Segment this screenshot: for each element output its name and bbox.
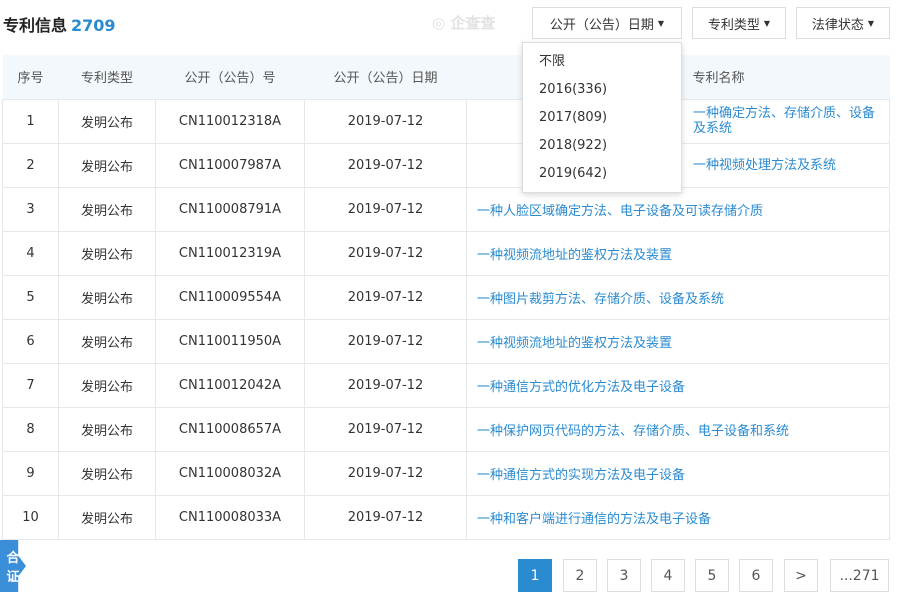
caret-down-icon: ▼ <box>763 18 771 28</box>
table-cell: 发明公布 <box>58 450 156 496</box>
table-row: 10 发明公布 CN110008033A 2019-07-12 一种和客户端进行通信的方… <box>2 494 890 540</box>
table-cell: 发明公布 <box>58 142 156 188</box>
table-row: 4 发明公布 CN110012319A 2019-07-12 一种视频流地址的鉴权方法及… <box>2 230 890 276</box>
page-title: 专利信息 2709 <box>3 16 116 35</box>
patent-name-link[interactable]: 一种和客户端进行通信的方法及电子设备 <box>466 494 890 540</box>
table-row: 9 发明公布 CN110008032A 2019-07-12 一种通信方式的实现方法及电… <box>2 450 890 496</box>
table-cell: CN110012319A <box>155 230 305 276</box>
table-cell: 2019-07-12 <box>304 450 467 496</box>
table-row: 6 发明公布 CN110011950A 2019-07-12 一种视频流地址的鉴权方法及… <box>2 318 890 364</box>
date-dropdown-menu: 不限 2016(336) 2017(809) 2018(922) 2019(642) <box>522 42 682 193</box>
table-row: 8 发明公布 CN110008657A 2019-07-12 一种保护网页代码的方法、存… <box>2 406 890 452</box>
table-cell: CN110012318A <box>155 98 305 144</box>
table-cell: 发明公布 <box>58 362 156 408</box>
page-button[interactable]: 4 <box>651 559 685 592</box>
table-cell: 9 <box>2 450 59 496</box>
table-cell: 2019-07-12 <box>304 362 467 408</box>
table-cell: 发明公布 <box>58 186 156 232</box>
filter-type-button[interactable]: 专利类型 ▼ <box>692 7 786 39</box>
patent-name-link[interactable]: 一种保护网页代码的方法、存储介质、电子设备和系统 <box>466 406 890 452</box>
page-button[interactable]: ...271 <box>830 559 889 592</box>
table-cell: CN110008033A <box>155 494 305 540</box>
page-button[interactable]: 2 <box>563 559 597 592</box>
table-cell: 7 <box>2 362 59 408</box>
table-cell: 2019-07-12 <box>304 98 467 144</box>
patent-name-link[interactable]: 一种图片裁剪方法、存储介质、设备及系统 <box>466 274 890 320</box>
table-cell: 2019-07-12 <box>304 230 467 276</box>
table-cell: 10 <box>2 494 59 540</box>
table-cell: 3 <box>2 186 59 232</box>
table-cell: 发明公布 <box>58 494 156 540</box>
page-button[interactable]: 5 <box>695 559 729 592</box>
table-cell: 2019-07-12 <box>304 494 467 540</box>
page-button[interactable]: 3 <box>607 559 641 592</box>
dropdown-option[interactable]: 2019(642) <box>539 166 608 181</box>
dropdown-option[interactable]: 2017(809) <box>539 110 608 125</box>
next-page-button[interactable]: > <box>784 559 818 592</box>
table-cell: CN110007987A <box>155 142 305 188</box>
table-cell: CN110008657A <box>155 406 305 452</box>
table-cell: 2019-07-12 <box>304 318 467 364</box>
table-cell: 发明公布 <box>58 98 156 144</box>
table-cell: 8 <box>2 406 59 452</box>
patent-count: 2709 <box>71 16 116 35</box>
table-row: 2 发明公布 CN110007987A 2019-07-12 一种视频处理方法及系统 <box>2 142 890 188</box>
caret-down-icon: ▼ <box>867 18 875 28</box>
table-cell: CN110012042A <box>155 362 305 408</box>
patent-name-link[interactable]: 一种视频流地址的鉴权方法及装置 <box>466 318 890 364</box>
column-header: 序号 <box>2 55 59 100</box>
table-cell: 6 <box>2 318 59 364</box>
table-cell: 5 <box>2 274 59 320</box>
filter-status-button[interactable]: 法律状态 ▼ <box>796 7 890 39</box>
table-row: 3 发明公布 CN110008791A 2019-07-12 一种人脸区域确定方法、电子… <box>2 186 890 232</box>
table-cell: 发明公布 <box>58 230 156 276</box>
table-cell: CN110008032A <box>155 450 305 496</box>
table-row: 7 发明公布 CN110012042A 2019-07-12 一种通信方式的优化方法及电… <box>2 362 890 408</box>
table-cell: 2019-07-12 <box>304 406 467 452</box>
page-button[interactable]: 6 <box>739 559 773 592</box>
table-cell: CN110011950A <box>155 318 305 364</box>
table-cell: 发明公布 <box>58 318 156 364</box>
patent-name-link[interactable]: 一种视频流地址的鉴权方法及装置 <box>466 230 890 276</box>
table-cell: 发明公布 <box>58 274 156 320</box>
dropdown-option[interactable]: 2018(922) <box>539 138 608 153</box>
dropdown-option[interactable]: 不限 <box>539 54 566 69</box>
table-cell: CN110009554A <box>155 274 305 320</box>
table-cell: 2019-07-12 <box>304 186 467 232</box>
table-cell: 1 <box>2 98 59 144</box>
table-cell: CN110008791A <box>155 186 305 232</box>
table-cell: 发明公布 <box>58 406 156 452</box>
table-cell: 2 <box>2 142 59 188</box>
column-header: 公开（公告）日期 <box>304 55 467 100</box>
side-badge[interactable]: 合证 <box>0 540 26 592</box>
filter-date-button[interactable]: 公开（公告）日期 ▼ <box>532 7 682 39</box>
table-row: 1 发明公布 CN110012318A 2019-07-12 一种确定方法、存储介质、设… <box>2 98 890 144</box>
patent-name-link[interactable]: 一种人脸区域确定方法、电子设备及可读存储介质 <box>466 186 890 232</box>
watermark-logo: ◎ 企查查 <box>432 14 496 32</box>
table-cell: 2019-07-12 <box>304 274 467 320</box>
patent-name-link[interactable]: 一种通信方式的优化方法及电子设备 <box>466 362 890 408</box>
caret-down-icon: ▼ <box>657 18 665 28</box>
table-row: 5 发明公布 CN110009554A 2019-07-12 一种图片裁剪方法、存储介质… <box>2 274 890 320</box>
patent-name-link[interactable]: 一种通信方式的实现方法及电子设备 <box>466 450 890 496</box>
dropdown-option[interactable]: 2016(336) <box>539 82 608 97</box>
table-cell: 4 <box>2 230 59 276</box>
page-button[interactable]: 1 <box>518 559 552 592</box>
patent-table: 序号 专利类型 公开（公告）号 公开（公告）日期 专利名称 1 发明公布 CN1100123… <box>2 55 890 540</box>
column-header: 公开（公告）号 <box>155 55 305 100</box>
table-cell: 2019-07-12 <box>304 142 467 188</box>
column-header: 专利类型 <box>58 55 156 100</box>
